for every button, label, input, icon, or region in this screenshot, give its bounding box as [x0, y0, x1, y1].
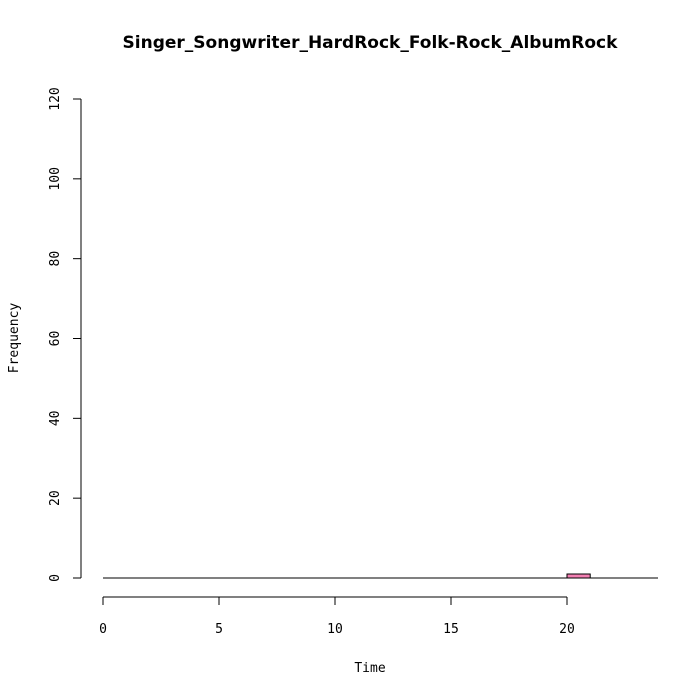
y-tick-label: 40 [48, 411, 63, 427]
x-tick-label: 5 [215, 622, 223, 637]
histogram-bar [566, 573, 591, 579]
x-axis-label: Time [354, 661, 385, 676]
histogram-bars [566, 573, 591, 579]
y-tick-label: 20 [48, 490, 63, 506]
y-axis-label: Frequency [7, 303, 22, 374]
x-axis-ticks: 0 5 10 15 20 [99, 597, 575, 637]
x-tick-label: 20 [559, 622, 575, 637]
x-tick-label: 15 [443, 622, 459, 637]
y-axis-ticks: 0 20 40 60 80 100 120 [48, 87, 81, 582]
x-tick-label: 0 [99, 622, 107, 637]
y-tick-label: 0 [48, 574, 63, 582]
y-tick-label: 100 [48, 167, 63, 190]
x-tick-label: 10 [327, 622, 343, 637]
y-tick-label: 120 [48, 87, 63, 110]
chart-title: Singer_Songwriter_HardRock_Folk-Rock_Alb… [123, 33, 619, 53]
y-tick-label: 80 [48, 251, 63, 267]
y-tick-label: 60 [48, 331, 63, 347]
